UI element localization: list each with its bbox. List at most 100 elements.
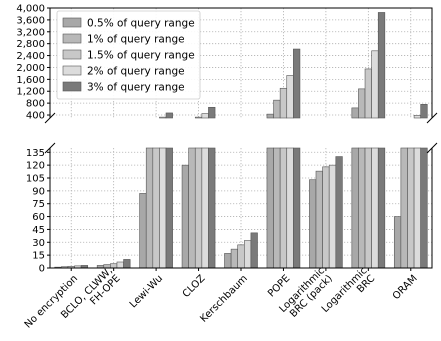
bar-upper — [194, 116, 203, 119]
bar-upper — [279, 87, 288, 119]
bar-upper — [201, 113, 209, 119]
bar-lower — [322, 166, 330, 269]
bar-lower — [273, 147, 281, 269]
bar-upper — [371, 50, 379, 119]
bar-upper — [413, 115, 421, 119]
y-tick-label-upper: 1,600 — [16, 75, 45, 86]
x-tick-label: LogarithmicBRC — [320, 265, 377, 322]
legend-label: 2% of query range — [87, 66, 185, 78]
bar-lower — [139, 193, 147, 269]
y-tick-label-lower: 135 — [26, 148, 45, 159]
bar-lower — [279, 147, 288, 269]
legend-box — [56, 10, 201, 100]
legend-label: 3% of query range — [87, 82, 185, 94]
y-tick-label-upper: 2,800 — [16, 39, 45, 50]
bar-lower — [237, 244, 245, 269]
y-tick-label-lower: 90 — [32, 186, 45, 197]
bar-upper — [364, 68, 372, 119]
axis-break-left-lower — [44, 142, 56, 154]
legend: 0.5% of query range 1% of query range 1.5%… — [56, 10, 201, 100]
bar-lower — [371, 147, 379, 269]
bar-lower — [309, 179, 317, 269]
bar-upper — [420, 104, 428, 119]
bar-upper — [159, 116, 167, 119]
axis-break-left-upper — [44, 112, 56, 124]
bar-lower — [266, 147, 274, 269]
y-tick-label-lower: 30 — [32, 238, 45, 249]
y-tick-label-upper: 4,000 — [16, 4, 45, 15]
x-tick-label: CLOZ — [181, 273, 208, 300]
y-tick-label-upper: 2,400 — [16, 51, 45, 62]
bar-lower — [335, 156, 343, 269]
bar-lower — [188, 147, 196, 269]
y-tick-label-lower: 45 — [32, 225, 45, 236]
bar-lower — [413, 147, 421, 269]
bar-lower — [315, 170, 323, 269]
bar-lower — [393, 216, 402, 269]
y-tick-label-lower: 60 — [32, 212, 45, 223]
bar-upper — [266, 113, 274, 119]
bar-lower — [400, 147, 408, 269]
y-tick-label-lower: 120 — [26, 161, 45, 172]
bar-lower — [407, 147, 415, 269]
bar-lower — [364, 147, 372, 269]
bar-upper — [273, 99, 281, 119]
bar-upper — [351, 107, 359, 119]
bar-lower — [286, 147, 294, 269]
bar-lower — [116, 261, 124, 269]
bar-lower — [165, 147, 173, 269]
bar-lower — [250, 232, 258, 269]
legend-swatch — [62, 33, 82, 44]
x-tick-label: ORAM — [391, 273, 420, 302]
upper-panel-frame — [49, 7, 433, 118]
bar-lower — [420, 147, 428, 269]
bar-lower — [244, 240, 252, 269]
y-tick-label-upper: 2,000 — [16, 63, 45, 74]
bar-upper — [377, 12, 386, 119]
bar-lower — [181, 164, 189, 269]
bar-lower — [110, 263, 118, 269]
bar-lower — [123, 259, 131, 269]
legend-label: 0.5% of query range — [87, 18, 195, 30]
ticks-layer: 4008001,2001,6002,0002,4002,8003,2003,60… — [16, 4, 50, 275]
legend-label: 1% of query range — [87, 34, 185, 46]
y-tick-label-lower: 75 — [32, 199, 45, 210]
bar-upper — [358, 88, 366, 119]
x-tick-label: Lewi-Wu — [128, 273, 165, 310]
legend-label: 1.5% of query range — [87, 50, 195, 62]
bar-lower — [159, 147, 167, 269]
legend-swatch — [62, 65, 82, 76]
axis-break-right-lower — [426, 142, 438, 154]
y-tick-label-upper: 400 — [26, 111, 45, 122]
bar-lower — [358, 147, 366, 269]
legend-swatch — [62, 81, 82, 92]
bar-lower — [351, 147, 359, 269]
bar-lower — [194, 147, 203, 269]
y-tick-label-upper: 3,200 — [16, 27, 45, 38]
y-tick-label-lower: 0 — [39, 264, 45, 275]
bar-lower — [224, 253, 232, 269]
legend-swatch — [62, 49, 82, 60]
bar-lower — [145, 147, 154, 269]
bar-upper — [165, 112, 173, 119]
y-tick-label-lower: 15 — [32, 251, 45, 262]
bar-lower — [208, 147, 216, 269]
bar-lower — [152, 147, 160, 269]
bar-lower — [293, 147, 301, 269]
bar-lower — [201, 147, 209, 269]
y-tick-label-upper: 1,200 — [16, 87, 45, 98]
y-tick-label-upper: 800 — [26, 99, 45, 110]
bar-lower — [377, 147, 386, 269]
y-tick-label-upper: 3,600 — [16, 15, 45, 26]
legend-swatch — [62, 17, 82, 28]
bar-upper — [286, 75, 294, 119]
y-tick-label-lower: 105 — [26, 174, 45, 185]
bar-upper — [208, 106, 216, 119]
bar-lower — [328, 164, 337, 269]
bar-lower — [230, 248, 239, 269]
bar-upper — [293, 48, 301, 119]
x-tick-label: BCLO, CLWW,FH-OPE — [59, 265, 122, 328]
axis-break-right-upper — [426, 112, 438, 124]
